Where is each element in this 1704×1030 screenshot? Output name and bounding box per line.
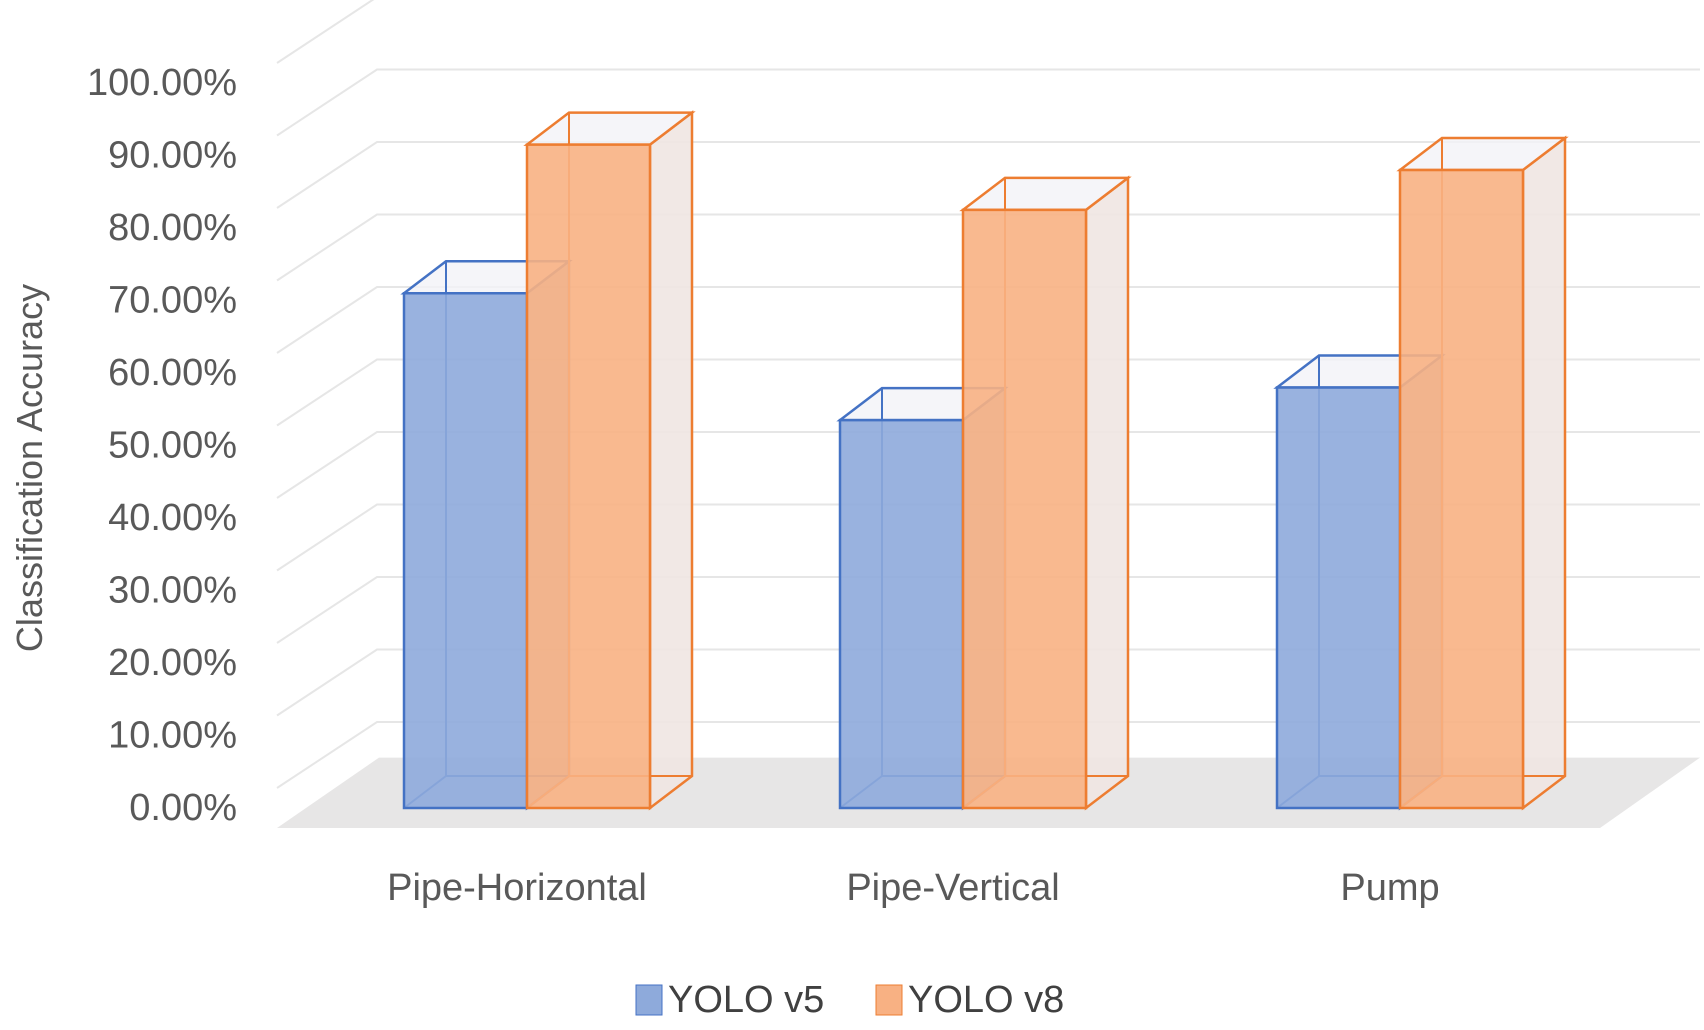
gridline — [276, 0, 375, 64]
legend-swatch — [635, 984, 663, 1016]
legend-label: YOLO v5 — [668, 979, 824, 1021]
y-tick-label: 80.00% — [108, 207, 237, 249]
gridline — [276, 141, 1700, 209]
y-axis-title: Classification Accuracy — [9, 284, 50, 652]
legend-swatch — [875, 984, 903, 1016]
bars — [400, 110, 1569, 811]
y-tick-label: 30.00% — [108, 570, 237, 612]
bar-side — [1084, 175, 1130, 811]
bar-side — [648, 110, 694, 811]
gridline — [276, 358, 1700, 427]
bar-yolo-v8 — [523, 110, 696, 811]
x-category-label: Pipe-Vertical — [846, 867, 1059, 909]
y-axis-ticks: 0.00% 10.00% 20.00% 30.00% 40.00% 50.00% 60.00… — [87, 62, 237, 829]
gridline — [276, 68, 1700, 137]
x-category-label: Pipe-Horizontal — [387, 867, 647, 909]
y-tick-label: 60.00% — [108, 352, 237, 394]
gridline — [276, 286, 1700, 354]
bar-front — [838, 418, 965, 810]
bar-front — [1275, 386, 1402, 810]
gridline — [276, 431, 1700, 499]
gridline — [276, 721, 1700, 789]
y-tick-label: 20.00% — [108, 642, 237, 684]
legend-label: YOLO v8 — [908, 979, 1064, 1021]
bar-side — [1521, 135, 1567, 811]
y-tick-label: 40.00% — [108, 497, 237, 539]
legend: YOLO v5 YOLO v8 — [635, 979, 1064, 1021]
bar-front — [961, 208, 1088, 810]
y-tick-label: 70.00% — [108, 280, 237, 322]
y-tick-label: 90.00% — [108, 135, 237, 177]
gridline — [276, 576, 1700, 644]
bar-front — [525, 143, 652, 810]
gridline — [276, 213, 1700, 282]
bar-yolo-v8 — [959, 175, 1132, 811]
y-tick-label: 10.00% — [108, 715, 237, 757]
y-tick-label: 50.00% — [108, 425, 237, 467]
x-category-label: Pump — [1340, 867, 1439, 909]
x-axis-categories: Pipe-Horizontal Pipe-Vertical Pump — [387, 867, 1440, 909]
gridlines — [276, 0, 1700, 789]
gridline — [276, 648, 1700, 717]
y-tick-label: 0.00% — [129, 787, 237, 829]
gridline — [276, 503, 1700, 572]
bar-front — [1398, 168, 1525, 810]
y-tick-label: 100.00% — [87, 62, 237, 104]
bar-front — [402, 292, 529, 810]
bar-yolo-v8 — [1396, 135, 1569, 811]
